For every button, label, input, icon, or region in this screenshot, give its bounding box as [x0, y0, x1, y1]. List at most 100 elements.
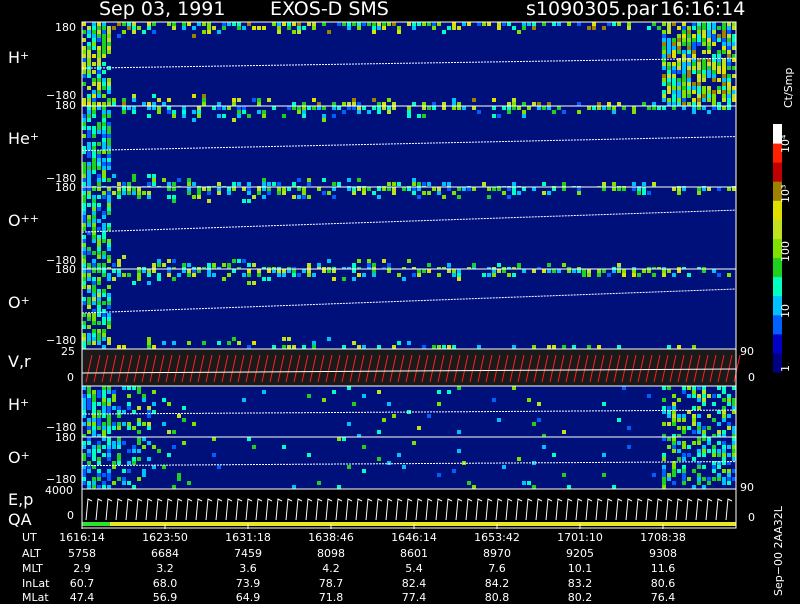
spectrogram-cell — [607, 273, 611, 277]
spectrogram-cell — [92, 195, 96, 199]
spectrogram-cell — [382, 26, 386, 30]
spectrogram-cell — [457, 26, 461, 30]
spectrogram-cell — [712, 465, 716, 469]
colorbar-segment — [773, 143, 782, 163]
spectrogram-cell — [247, 345, 251, 349]
spectrogram-cell — [152, 465, 156, 469]
spectrogram-cell — [677, 441, 681, 445]
spectrogram-cell — [97, 390, 101, 394]
spectrogram-cell — [362, 345, 366, 349]
spectrogram-cell — [707, 86, 711, 90]
spectrogram-cell — [97, 30, 101, 34]
spectrogram-cell — [617, 22, 621, 26]
spectrogram-cell — [667, 54, 671, 58]
spectrogram-cell — [702, 426, 706, 430]
spectrogram-cell — [107, 158, 111, 162]
spectrogram-cell — [357, 22, 361, 26]
spectrogram-cell — [97, 34, 101, 38]
spectrogram-cell — [97, 62, 101, 66]
spectrogram-cell — [437, 402, 441, 406]
spectrogram-cell — [602, 473, 606, 477]
spectrogram-cell — [632, 110, 636, 114]
spectrogram-cell — [677, 98, 681, 102]
spectrogram-cell — [387, 402, 391, 406]
spectrogram-cell — [257, 102, 261, 106]
spectrogram-cell — [712, 58, 716, 62]
spectrogram-cell — [87, 58, 91, 62]
spectrogram-cell — [697, 102, 701, 106]
spectrogram-cell — [662, 398, 666, 402]
spectrogram-cell — [97, 473, 101, 477]
spectrogram-cell — [442, 195, 446, 199]
spectrogram-cell — [87, 277, 91, 281]
spectrogram-cell — [102, 178, 106, 182]
spectrogram-cell — [457, 273, 461, 277]
spectrogram-cell — [132, 26, 136, 30]
spectrogram-cell — [112, 398, 116, 402]
spectrogram-cell — [187, 481, 191, 485]
spectrogram-cell — [412, 26, 416, 30]
spectrogram-cell — [522, 269, 526, 273]
spectrogram-cell — [182, 22, 186, 26]
spectrogram-cell — [347, 386, 351, 390]
orbit-cell: 73.9 — [235, 577, 261, 590]
spectrogram-cell — [242, 273, 246, 277]
spectrogram-cell — [82, 255, 86, 259]
spectrogram-cell — [697, 42, 701, 46]
spectrogram-cell — [727, 106, 731, 110]
spectrogram-cell — [222, 114, 226, 118]
spectrogram-cell — [312, 273, 316, 277]
spectrogram-cell — [82, 247, 86, 251]
orbit-cell: 80.8 — [484, 591, 510, 604]
spectrogram-cell — [697, 406, 701, 410]
spectrogram-cell — [272, 22, 276, 26]
spectrogram-cell — [677, 398, 681, 402]
spectrogram-cell — [357, 26, 361, 30]
spectrogram-cell — [722, 418, 726, 422]
orbit-cell: 83.2 — [567, 577, 593, 590]
spectrogram-cell — [142, 398, 146, 402]
spectrogram-cell — [732, 54, 736, 58]
spectrogram-cell — [107, 110, 111, 114]
y-tick-bottom: −180 — [46, 172, 77, 185]
spectrogram-cell — [372, 263, 376, 267]
spectrogram-cell — [252, 445, 256, 449]
spectrogram-cell — [692, 66, 696, 70]
spectrogram-cell — [102, 301, 106, 305]
spectrogram-cell — [727, 481, 731, 485]
spectrogram-cell — [672, 98, 676, 102]
spectrogram-cell — [422, 345, 426, 349]
spectrogram-cell — [107, 398, 111, 402]
spectrogram-cell — [407, 22, 411, 26]
orbit-row-label: ALT — [22, 547, 41, 560]
spectrogram-cell — [427, 22, 431, 26]
spectrogram-cell — [92, 457, 96, 461]
spectrogram-cell — [187, 341, 191, 345]
spectrogram-cell — [112, 461, 116, 465]
spectrogram-cell — [342, 110, 346, 114]
spectrogram-cell — [432, 345, 436, 349]
spectrogram-cell — [87, 441, 91, 445]
spectrogram-cell — [707, 26, 711, 30]
spectrogram-cell — [702, 445, 706, 449]
spectrogram-cell — [117, 263, 121, 267]
spectrogram-cell — [287, 106, 291, 110]
spectrogram-cell — [102, 118, 106, 122]
spectrogram-cell — [672, 86, 676, 90]
spectrogram-cell — [447, 263, 451, 267]
spectrogram-cell — [187, 273, 191, 277]
spectrogram-cell — [87, 418, 91, 422]
spectrogram-cell — [602, 26, 606, 30]
spectrogram-cell — [707, 414, 711, 418]
spectrogram-cell — [682, 26, 686, 30]
spectrogram-cell — [92, 430, 96, 434]
spectrogram-cell — [707, 477, 711, 481]
spectrogram-cell — [237, 110, 241, 114]
spectrogram-cell — [92, 406, 96, 410]
spectrogram-cell — [97, 82, 101, 86]
spectrogram-cell — [97, 337, 101, 341]
spectrogram-cell — [152, 106, 156, 110]
spectrogram-cell — [337, 22, 341, 26]
spectrogram-cell — [82, 118, 86, 122]
spectrogram-cell — [122, 469, 126, 473]
